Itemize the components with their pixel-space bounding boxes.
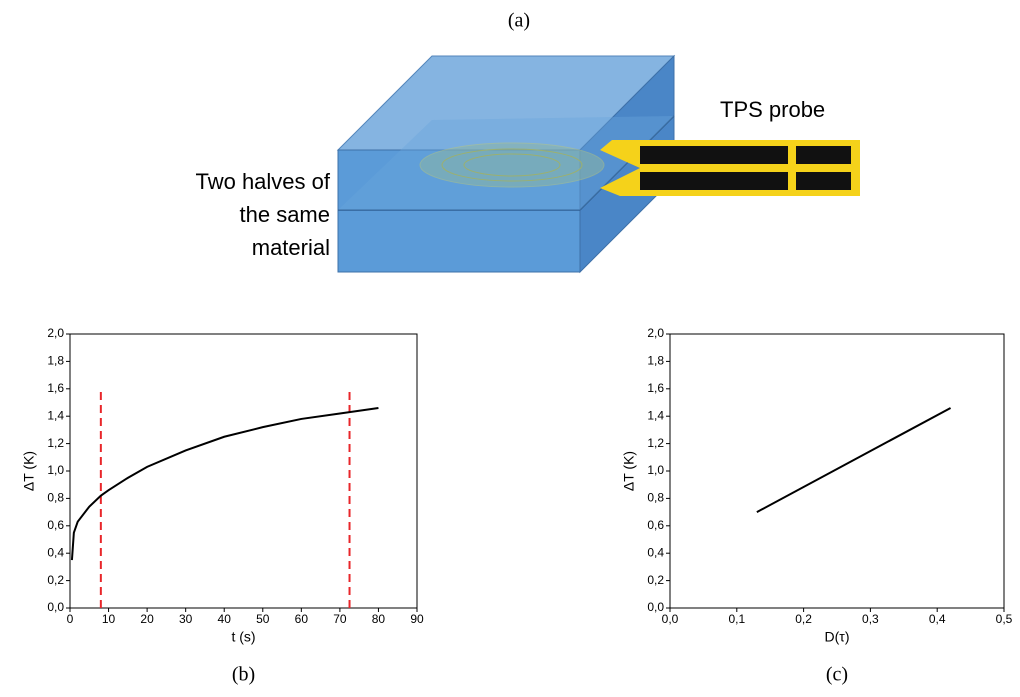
- x-tick-label: 90: [410, 612, 424, 626]
- y-tick-label: 0,4: [47, 545, 64, 559]
- y-tick-label: 1,6: [47, 381, 64, 395]
- y-tick-label: 2,0: [647, 326, 664, 340]
- y-tick-label: 1,0: [47, 463, 64, 477]
- diagram-label: Two halves of: [195, 169, 330, 194]
- plot-frame: [669, 333, 1005, 609]
- panel-caption: (b): [232, 664, 255, 686]
- diagram-label: the same: [240, 202, 331, 227]
- x-tick-label: 0,2: [795, 612, 812, 626]
- x-tick-label: 80: [372, 612, 386, 626]
- panel-label: (a): [508, 10, 530, 32]
- x-tick-label: 60: [295, 612, 309, 626]
- x-tick-label: 30: [179, 612, 193, 626]
- y-tick-label: 1,2: [647, 436, 664, 450]
- y-tick-label: 0,0: [647, 600, 664, 614]
- y-tick-label: 1,8: [647, 354, 664, 368]
- x-tick-label: 0: [67, 612, 74, 626]
- y-tick-label: 0,6: [647, 518, 664, 532]
- y-tick-label: 1,6: [647, 381, 664, 395]
- y-tick-label: 0,2: [47, 573, 64, 587]
- y-axis-label: ΔT (K): [21, 451, 37, 491]
- panel-caption: (c): [826, 664, 848, 686]
- x-tick-label: 0,5: [996, 612, 1013, 626]
- x-tick-label: 50: [256, 612, 270, 626]
- y-axis-label: ΔT (K): [621, 451, 637, 491]
- y-tick-label: 0,2: [647, 573, 664, 587]
- y-tick-label: 1,0: [647, 463, 664, 477]
- y-tick-label: 1,4: [47, 408, 64, 422]
- plot-frame: [69, 333, 418, 609]
- y-tick-label: 1,4: [647, 408, 664, 422]
- x-tick-label: 0,4: [929, 612, 946, 626]
- y-tick-label: 0,6: [47, 518, 64, 532]
- diagram-label: TPS probe: [720, 97, 825, 122]
- x-tick-label: 0,1: [728, 612, 745, 626]
- y-tick-label: 0,4: [647, 545, 664, 559]
- x-axis-label: D(τ): [825, 629, 850, 645]
- x-tick-label: 0,0: [662, 612, 679, 626]
- y-tick-label: 2,0: [47, 326, 64, 340]
- data-line: [70, 406, 379, 561]
- y-tick-label: 0,8: [647, 491, 664, 505]
- x-tick-label: 40: [218, 612, 232, 626]
- y-tick-label: 0,0: [47, 600, 64, 614]
- diagram-label: material: [252, 235, 330, 260]
- y-tick-label: 0,8: [47, 491, 64, 505]
- x-axis-label: t (s): [231, 629, 255, 645]
- material-diagram: [336, 54, 860, 274]
- y-tick-label: 1,8: [47, 354, 64, 368]
- x-tick-label: 70: [333, 612, 347, 626]
- x-tick-label: 20: [140, 612, 154, 626]
- y-tick-label: 1,2: [47, 436, 64, 450]
- x-tick-label: 10: [102, 612, 116, 626]
- data-line: [756, 407, 952, 513]
- x-tick-label: 0,3: [862, 612, 879, 626]
